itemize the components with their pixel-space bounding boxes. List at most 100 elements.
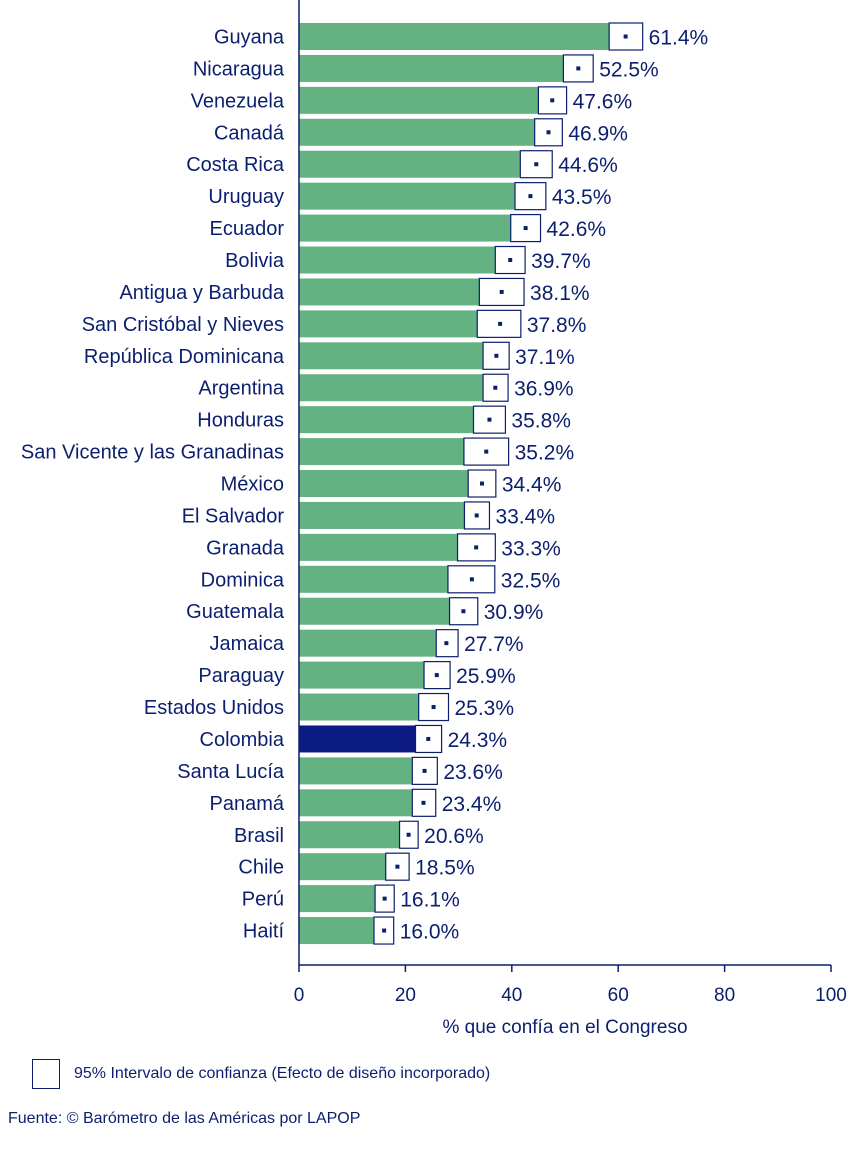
value-label: 35.8%: [511, 410, 571, 433]
country-label: Perú: [242, 889, 284, 911]
value-label: 34.4%: [502, 474, 562, 497]
value-label: 20.6%: [424, 825, 484, 848]
country-label: Colombia: [200, 729, 285, 751]
ci-box: [482, 341, 510, 370]
value-label: 52.5%: [599, 58, 659, 81]
mean-point: [382, 896, 387, 901]
bar: [299, 470, 483, 498]
bar: [299, 438, 487, 466]
mean-point: [576, 66, 581, 71]
value-label: 25.3%: [454, 697, 514, 720]
value-label: 46.9%: [568, 122, 628, 145]
country-label: Granada: [206, 537, 285, 559]
value-label: 18.5%: [415, 857, 475, 880]
value-label: 44.6%: [558, 154, 618, 177]
country-label: Uruguay: [208, 186, 284, 208]
value-label: 23.4%: [442, 793, 502, 816]
mean-point: [546, 130, 551, 135]
bar: [299, 789, 424, 817]
value-label: 23.6%: [443, 761, 503, 784]
country-label: Canadá: [214, 122, 285, 144]
country-label: Bolivia: [225, 250, 285, 272]
x-ticks-group: 0 20 40 60 80 100: [294, 965, 847, 1006]
value-label: 16.1%: [400, 889, 460, 912]
country-label: Chile: [238, 857, 284, 879]
value-label: 32.5%: [501, 569, 561, 592]
bar: [299, 54, 579, 82]
bar: [299, 118, 549, 146]
mean-point: [487, 417, 492, 422]
mean-point: [493, 385, 498, 390]
mean-point: [421, 800, 426, 805]
value-label: 24.3%: [448, 729, 508, 752]
mean-point: [422, 768, 427, 773]
country-label: Guyana: [214, 27, 285, 49]
value-label: 36.9%: [514, 378, 574, 401]
bar: [299, 853, 398, 881]
mean-point: [480, 481, 485, 486]
bar: [299, 725, 429, 753]
source-note: Fuente: © Barómetro de las Américas por …: [8, 1110, 361, 1127]
country-label: Ecuador: [210, 218, 285, 240]
value-label: 42.6%: [547, 218, 607, 241]
ci-group: [373, 22, 644, 945]
mean-point: [494, 353, 499, 358]
country-label: San Vicente y las Granadinas: [21, 442, 284, 464]
mean-point: [444, 641, 449, 646]
mean-point: [469, 577, 474, 582]
value-label: 35.2%: [515, 442, 575, 465]
value-label: 16.0%: [400, 921, 460, 944]
ci-box: [608, 22, 644, 51]
bar: [299, 86, 553, 114]
x-tick-label: 0: [294, 985, 305, 1006]
legend-ci-swatch: [32, 1059, 60, 1089]
mean-point: [623, 34, 628, 39]
bar: [299, 757, 425, 785]
mean-point: [534, 162, 539, 167]
bar-chart: Guyana 61.4% Nicaragua 52.5% Venezuela 47.6% C…: [21, 0, 847, 1038]
bar: [299, 501, 477, 529]
mean-point: [395, 864, 400, 869]
bar: [299, 406, 490, 434]
x-tick-label: 20: [395, 985, 416, 1006]
value-label: 43.5%: [552, 186, 612, 209]
mean-point: [431, 705, 436, 710]
value-label: 27.7%: [464, 633, 524, 656]
value-label: 37.1%: [515, 346, 575, 369]
mean-point: [528, 194, 533, 199]
mean-point: [484, 449, 489, 454]
bar: [299, 374, 496, 402]
country-label: Haití: [243, 921, 285, 943]
value-label: 61.4%: [649, 27, 709, 50]
bar: [299, 150, 537, 178]
mean-point: [474, 545, 479, 550]
bar: [299, 661, 437, 689]
country-label: Nicaragua: [193, 58, 285, 80]
mean-point: [426, 736, 431, 741]
country-label: San Cristóbal y Nieves: [82, 314, 284, 336]
bar: [299, 917, 385, 945]
mean-point: [550, 98, 555, 103]
x-tick-label: 60: [608, 985, 629, 1006]
value-label: 38.1%: [530, 282, 590, 305]
bar: [299, 310, 501, 338]
country-label: República Dominicana: [84, 346, 285, 368]
mean-point: [406, 832, 411, 837]
x-tick-label: 80: [714, 985, 735, 1006]
ci-box: [472, 405, 507, 434]
mean-point: [474, 513, 479, 518]
bar: [299, 629, 447, 657]
value-label: 33.4%: [495, 505, 555, 528]
legend-ci-label: 95% Intervalo de confianza (Efecto de di…: [74, 1065, 491, 1082]
bar: [299, 182, 531, 210]
bar: [299, 885, 385, 913]
bar: [299, 533, 477, 561]
country-label: Jamaica: [210, 633, 285, 655]
value-label: 39.7%: [531, 250, 591, 273]
bars-group: [299, 23, 626, 945]
mean-point: [382, 928, 387, 933]
bar: [299, 278, 502, 306]
bar: [299, 597, 464, 625]
x-tick-label: 100: [815, 985, 847, 1006]
value-label: 33.3%: [501, 537, 561, 560]
